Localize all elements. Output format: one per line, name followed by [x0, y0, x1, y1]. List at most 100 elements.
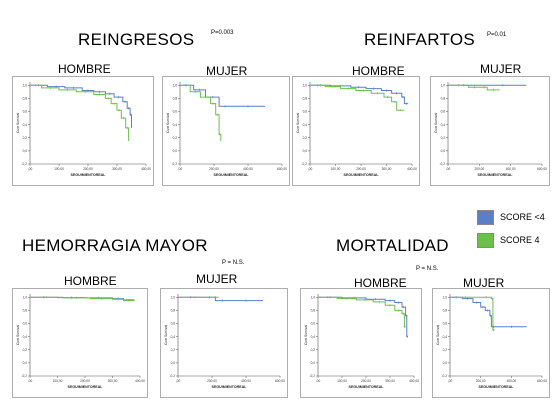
y-tick-label: 0,4 [23, 123, 28, 127]
y-tick-label: 0,8 [311, 309, 316, 313]
y-tick-label: 1,0 [171, 295, 176, 299]
x-tick-label: ,00 [448, 379, 453, 383]
x-axis-label: SEGUIMIENTOREAL [68, 385, 104, 389]
y-tick-label: 0,6 [23, 110, 28, 114]
panel-frame [12, 76, 154, 186]
km-chart-reinfartos-mujer: 1,0 0,8 0,6 0,4 0,2 0,0 -0,2,00 200,00 400,00 600… [430, 76, 550, 186]
label-hombre-reingresos: HOMBRE [58, 62, 111, 76]
x-tick-label: ,00 [308, 167, 313, 171]
x-axis-label: SEGUIMIENTOREAL [71, 173, 107, 177]
y-axis-label: Cum Survival [304, 325, 308, 345]
x-tick-label: 200,00 [476, 379, 486, 383]
series-line-score4 [180, 84, 222, 141]
y-tick-label: 0,2 [311, 348, 316, 352]
y-axis-label: Cum Survival [436, 325, 440, 345]
chart-svg: 1,0 0,8 0,6 0,4 0,2 0,0 -0,2,00 100,00 200,00 300… [292, 76, 420, 186]
y-tick-label: 0,6 [443, 322, 448, 326]
y-tick-label: 0,4 [171, 335, 176, 339]
panel-frame [162, 76, 290, 186]
legend-item-score-lt4: SCORE <4 [477, 209, 545, 225]
km-chart-reingresos-hombre: 1,0 0,8 0,6 0,4 0,2 0,0 -0,2,00 100,00 200,00 300… [12, 76, 154, 186]
y-tick-label: 1,0 [23, 295, 28, 299]
y-tick-label: 0,4 [173, 123, 178, 127]
section-title-reingresos: REINGRESOS [78, 30, 195, 49]
section-title-mortalidad: MORTALIDAD [336, 236, 449, 255]
y-tick-label: 0,2 [23, 136, 28, 140]
x-tick-label: 100,00 [54, 167, 64, 171]
y-axis-label: Cum Survival [16, 113, 20, 133]
y-tick-label: 0,6 [441, 110, 446, 114]
km-chart-hemorragia-hombre: 1,0 0,8 0,6 0,4 0,2 0,0 -0,2,00 100,00 200,00 300… [12, 288, 148, 398]
y-tick-label: -0,2 [440, 162, 446, 166]
label-hombre-mortalidad: HOMBRE [354, 276, 407, 290]
y-tick-label: -0,2 [172, 162, 178, 166]
y-tick-label: 0,4 [311, 335, 316, 339]
y-tick-label: 0,2 [23, 348, 28, 352]
y-tick-label: 1,0 [441, 83, 446, 87]
label-mujer-mortalidad: MUJER [463, 276, 505, 290]
y-tick-label: 0,0 [443, 361, 448, 365]
label-hombre-reinfartos: HOMBRE [352, 64, 405, 78]
panel-frame [160, 288, 288, 398]
p-value-reingresos: P=0.003 [211, 30, 234, 36]
y-tick-label: 0,8 [443, 309, 448, 313]
x-tick-label: 400,00 [135, 379, 145, 383]
p-value-hemorragia: P = N.S. [222, 260, 245, 266]
y-tick-label: -0,2 [22, 162, 28, 166]
x-tick-label: 300,00 [382, 167, 392, 171]
x-tick-label: 200,00 [83, 167, 93, 171]
chart-svg: 1,0 0,8 0,6 0,4 0,2 0,0 -0,2,00 200,00 400,00 600… [432, 288, 550, 398]
panel-frame [432, 288, 550, 398]
y-tick-label: 0,0 [171, 361, 176, 365]
x-tick-label: 400,00 [506, 167, 516, 171]
y-tick-label: 0,4 [441, 123, 446, 127]
x-tick-label: ,00 [178, 167, 183, 171]
x-tick-label: 200,00 [361, 379, 371, 383]
y-tick-label: 0,6 [23, 322, 28, 326]
x-axis-label: SEGUIMIENTOREAL [349, 385, 385, 389]
x-axis-label: SEGUIMIENTOREAL [479, 385, 515, 389]
chart-svg: 1,0 0,8 0,6 0,4 0,2 0,0 -0,2,00 200,00 400,00 600… [160, 288, 288, 398]
x-tick-label: 100,00 [331, 167, 341, 171]
y-tick-label: -0,2 [22, 374, 28, 378]
label-hombre-hemorragia: HOMBRE [64, 274, 117, 288]
y-tick-label: 0,2 [173, 136, 178, 140]
series-line-score4 [448, 84, 500, 91]
y-tick-label: 0,6 [171, 322, 176, 326]
chart-svg: 1,0 0,8 0,6 0,4 0,2 0,0 -0,2,00 200,00 400,00 600… [162, 76, 290, 186]
y-tick-label: 0,8 [173, 97, 178, 101]
y-tick-label: -0,2 [310, 374, 316, 378]
label-mujer-reingresos: MUJER [206, 64, 248, 78]
panel-frame [12, 288, 148, 398]
x-axis-label: SEGUIMIENTOREAL [344, 173, 380, 177]
p-value-mortalidad: P = N.S. [416, 266, 439, 272]
x-tick-label: ,00 [316, 379, 321, 383]
y-tick-label: 0,0 [441, 149, 446, 153]
y-axis-label: Cum Survival [296, 113, 300, 133]
y-tick-label: 0,0 [23, 361, 28, 365]
y-tick-label: 1,0 [173, 83, 178, 87]
x-tick-label: 600,00 [537, 167, 547, 171]
x-tick-label: 200,00 [356, 167, 366, 171]
y-tick-label: 0,2 [303, 136, 308, 140]
y-tick-label: 0,6 [311, 322, 316, 326]
series-line-score-lt4 [450, 296, 527, 328]
chart-svg: 1,0 0,8 0,6 0,4 0,2 0,0 -0,2,00 200,00 400,00 600… [430, 76, 550, 186]
y-tick-label: 0,8 [171, 309, 176, 313]
y-tick-label: 0,2 [441, 136, 446, 140]
x-tick-label: ,00 [446, 167, 451, 171]
x-tick-label: 100,00 [337, 379, 347, 383]
y-tick-label: 0,0 [23, 149, 28, 153]
x-tick-label: 600,00 [277, 167, 287, 171]
x-tick-label: 400,00 [141, 167, 151, 171]
panel-frame [300, 288, 422, 398]
km-chart-reingresos-mujer: 1,0 0,8 0,6 0,4 0,2 0,0 -0,2,00 200,00 400,00 600… [162, 76, 290, 186]
y-tick-label: -0,2 [442, 374, 448, 378]
series-line-score4 [30, 84, 130, 141]
series-line-score-lt4 [30, 84, 132, 128]
y-tick-label: 0,8 [303, 97, 308, 101]
y-tick-label: 0,8 [441, 97, 446, 101]
x-tick-label: ,00 [176, 379, 181, 383]
legend-swatch-score4 [477, 232, 494, 248]
x-tick-label: ,00 [28, 167, 33, 171]
